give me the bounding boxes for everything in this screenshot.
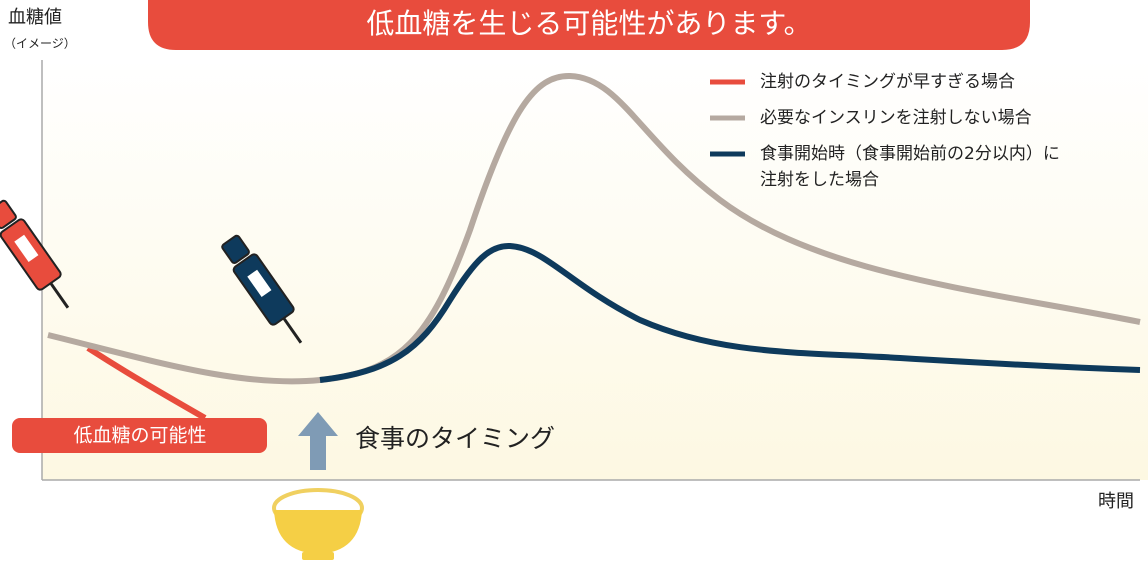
syringe-navy: [221, 234, 303, 344]
x-axis-label: 時間: [1098, 491, 1134, 512]
legend-label: 注射をした場合: [760, 170, 879, 190]
syringe-red: [0, 199, 70, 309]
banner: [148, 0, 1030, 50]
no-insulin-curve: [47, 72, 1141, 385]
rice-bowl: [272, 488, 364, 560]
legend-label: 必要なインスリンを注射しない場合: [760, 108, 1032, 128]
legend-label: 注射のタイミングが早すぎる場合: [760, 72, 1015, 92]
meal-label: 食事のタイミング: [355, 424, 555, 453]
y-axis-label: 血糖値: [8, 7, 62, 28]
hypo-label: 低血糖の可能性: [73, 425, 206, 447]
meal-arrow: [298, 412, 338, 470]
banner-text: 低血糖を生じる可能性があります。: [366, 7, 811, 40]
y-axis-note: （イメージ）: [4, 37, 76, 51]
hypo-box: [12, 418, 267, 453]
plot-background: [42, 60, 1148, 480]
early-curve: [86, 345, 207, 421]
legend-label: 食事開始時（食事開始前の2分以内）に: [760, 144, 1060, 164]
proper-curve: [319, 242, 1141, 383]
